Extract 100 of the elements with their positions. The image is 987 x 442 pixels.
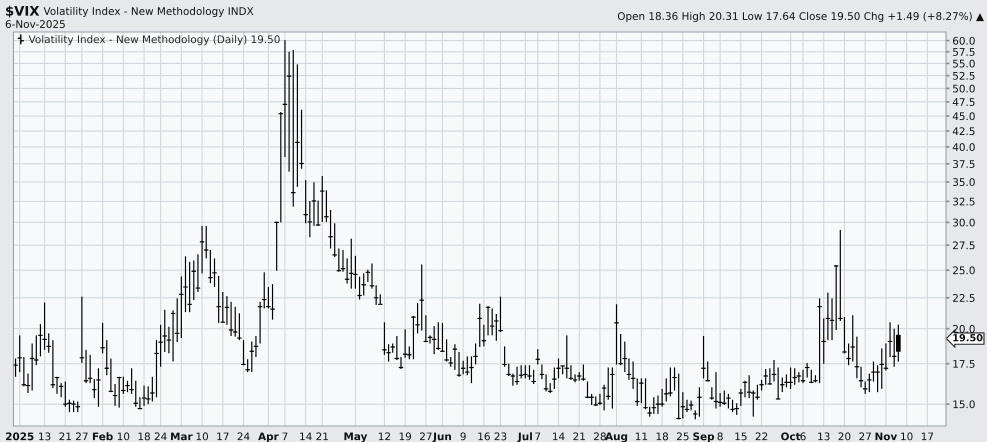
x-tick-label: 17 <box>922 432 934 440</box>
x-tick-label: Aug <box>605 432 628 442</box>
candlestick <box>610 366 615 410</box>
y-tick-label: 32.5 <box>953 198 975 206</box>
x-tick-label: Jul <box>517 432 532 442</box>
candlestick <box>808 369 814 384</box>
candlestick <box>456 351 462 378</box>
candlestick <box>75 400 80 413</box>
x-tick-label: 24 <box>154 432 167 440</box>
candlestick <box>879 348 884 390</box>
y-tick-label: 22.5 <box>953 294 975 302</box>
y-tick-label: 55.0 <box>953 60 975 68</box>
x-tick-label: 24 <box>238 432 250 440</box>
x-tick-label: 9 <box>460 432 466 440</box>
x-tick-label: 2025 <box>6 432 34 440</box>
candlestick <box>614 304 619 366</box>
y-tick-label: 52.5 <box>953 72 975 80</box>
x-tick-label: 15 <box>735 432 747 440</box>
x-tick-label: 20 <box>838 432 850 440</box>
candlestick <box>432 325 436 355</box>
y-tick-label: 15.0 <box>953 400 975 408</box>
x-tick-label: 21 <box>59 432 71 440</box>
candlestick <box>714 371 718 410</box>
y-tick-label: 37.5 <box>953 160 975 168</box>
x-tick-label: 22 <box>756 432 768 440</box>
candlestick <box>701 335 706 379</box>
candlestick <box>402 328 408 358</box>
candlestick <box>200 225 204 274</box>
candlestick <box>896 324 901 362</box>
x-tick-label: Mar <box>171 432 193 440</box>
candlestick <box>581 364 586 382</box>
candlestick <box>535 348 540 366</box>
candlestick <box>734 402 740 416</box>
candlestick <box>452 344 458 370</box>
candlestick <box>722 390 727 406</box>
y-tick-label: 17.5 <box>953 360 975 368</box>
x-tick-label: 10 <box>118 432 130 440</box>
x-tick-label: 21 <box>316 432 328 440</box>
candlestick <box>216 275 221 324</box>
x-tick-label: Jun <box>432 432 451 442</box>
candlestick <box>96 368 101 408</box>
x-tick-label: 8 <box>718 432 723 440</box>
y-tick-label: 42.5 <box>952 127 975 136</box>
candlestick <box>270 284 275 320</box>
candlestick <box>320 175 325 223</box>
candlestick <box>357 276 362 300</box>
y-tick-label: 25.0 <box>953 266 975 274</box>
y-tick-label: 20.0 <box>953 324 975 333</box>
candlestick <box>804 362 810 378</box>
candlestick <box>424 314 428 343</box>
text: Open 18.36 High 20.31 Low 17.64 Close 19.50 Chg +1.49 (+8.27%) ▲ <box>618 12 984 22</box>
x-tick-label: 18 <box>138 432 150 440</box>
y-tick-label: 60.0 <box>952 36 975 45</box>
candlestick <box>419 264 424 332</box>
x-tick-label: 10 <box>196 432 208 440</box>
x-tick-label: Nov <box>876 432 898 440</box>
y-tick-label: 35.0 <box>953 178 975 186</box>
candlestick <box>593 396 598 406</box>
x-tick-label: 28 <box>594 432 606 440</box>
x-tick-label: May <box>344 432 368 442</box>
x-tick-label: 18 <box>656 432 668 440</box>
candlestick <box>796 371 802 383</box>
x-tick-label: 21 <box>573 432 585 440</box>
candlestick <box>142 384 146 406</box>
candlestick <box>71 400 76 413</box>
chart-title: $VIX Volatility Index - New Methodology INDX <box>6 6 254 18</box>
x-tick-label: 11 <box>636 432 648 440</box>
candlestick <box>788 366 793 390</box>
candlestick <box>792 368 798 386</box>
x-tick-label: Oct <box>781 432 800 440</box>
x-tick-label: Sep <box>693 432 714 442</box>
candlestick <box>651 396 656 415</box>
x-tick-label: Feb <box>92 432 113 440</box>
candlestick <box>232 306 238 338</box>
x-tick-label: 14 <box>553 432 565 440</box>
candlestick <box>527 364 532 381</box>
x-tick-label: 6 <box>800 432 806 440</box>
y-tick-label: 45.0 <box>952 112 975 120</box>
candlestick <box>348 238 354 290</box>
y-tick-label: 30.0 <box>953 218 975 226</box>
x-tick-label: 27 <box>420 432 432 440</box>
y-tick-label: 27.5 <box>953 241 975 250</box>
candlestick <box>523 364 528 379</box>
x-tick-label: 25 <box>676 432 689 440</box>
candlestick <box>688 400 694 411</box>
candlestick <box>514 366 520 386</box>
x-tick-label: 13 <box>818 432 830 440</box>
chart-subtitle: 6-Nov-2025 <box>6 20 65 28</box>
candlestick <box>531 369 536 385</box>
y-tick-label: 47.5 <box>952 98 975 106</box>
y-tick-label: 50.0 <box>953 84 975 93</box>
x-tick-label: 19 <box>400 432 412 440</box>
x-tick-label: 16 <box>478 432 490 440</box>
x-tick-label: 7 <box>282 432 288 440</box>
x-tick-label: 27 <box>76 432 88 440</box>
candlestick <box>730 399 735 413</box>
candlestick <box>817 298 822 384</box>
candlestick <box>726 393 731 410</box>
y-tick-label: 57.5 <box>953 48 975 56</box>
candlestick <box>290 49 296 208</box>
